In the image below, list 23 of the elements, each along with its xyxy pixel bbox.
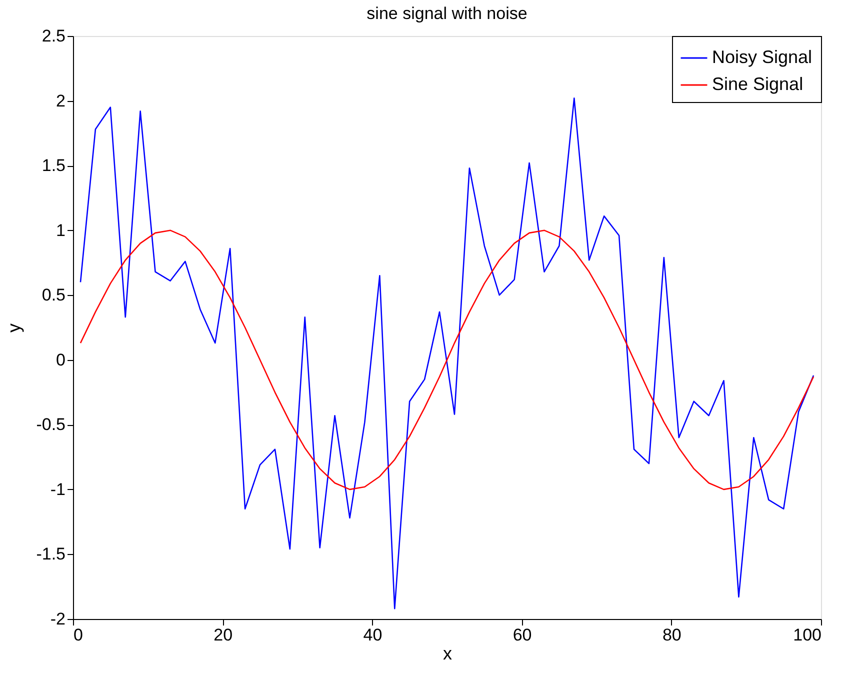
y-tick-label: 2 bbox=[56, 91, 66, 110]
legend-label: Sine Signal bbox=[712, 74, 804, 94]
legend-label: Noisy Signal bbox=[712, 47, 812, 67]
x-tick-label: 40 bbox=[363, 626, 382, 644]
x-tick-label: 80 bbox=[662, 626, 682, 644]
y-tick-label: 1 bbox=[56, 220, 66, 240]
x-tick-label: 0 bbox=[74, 626, 83, 644]
y-tick-label: 0 bbox=[56, 350, 66, 370]
line-series bbox=[80, 230, 814, 490]
line-series bbox=[80, 98, 814, 610]
y-tick-label: -0.5 bbox=[36, 415, 66, 434]
y-tick-label: -2 bbox=[50, 610, 66, 628]
y-tick-label: 0.5 bbox=[42, 286, 66, 305]
x-tick-label: 20 bbox=[214, 626, 233, 644]
y-tick-label: 1.5 bbox=[42, 156, 66, 176]
x-axis-title: x bbox=[443, 644, 452, 664]
y-tick-label: -1.5 bbox=[36, 544, 66, 564]
y-tick-label: -1 bbox=[50, 480, 66, 499]
y-axis-title: y bbox=[4, 324, 24, 332]
y-tick-label: 2.5 bbox=[42, 26, 66, 46]
x-tick-label: 100 bbox=[793, 626, 822, 644]
x-tick-label: 60 bbox=[512, 626, 532, 644]
chart-title: sine signal with noise bbox=[366, 4, 528, 23]
